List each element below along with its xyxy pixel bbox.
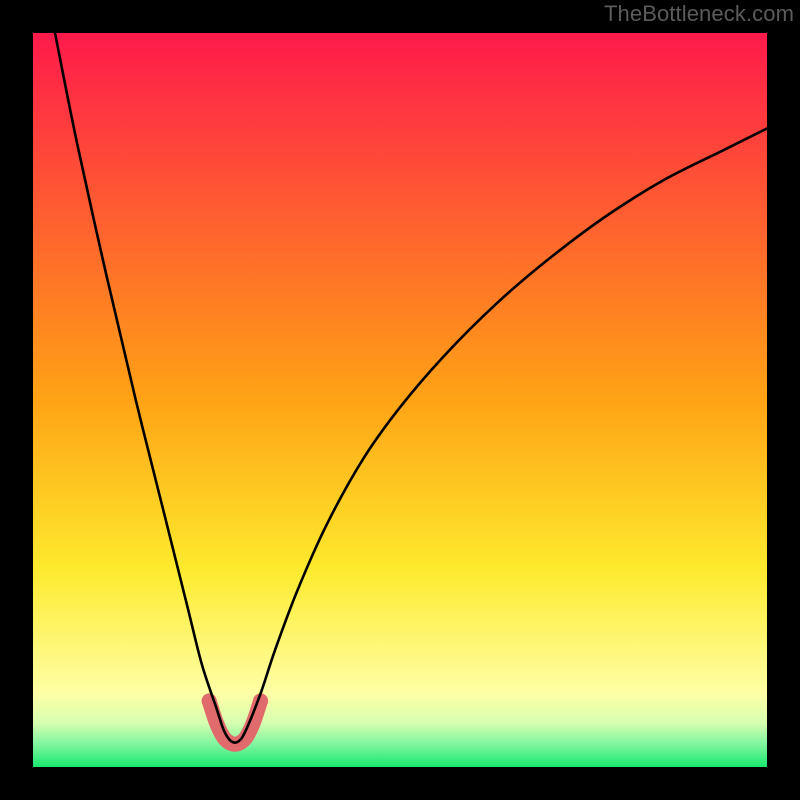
bottleneck-curve (55, 33, 767, 743)
watermark-text: TheBottleneck.com (604, 1, 794, 27)
curves-layer (33, 33, 767, 767)
plot-area (33, 33, 767, 767)
chart-frame: TheBottleneck.com (0, 0, 800, 800)
